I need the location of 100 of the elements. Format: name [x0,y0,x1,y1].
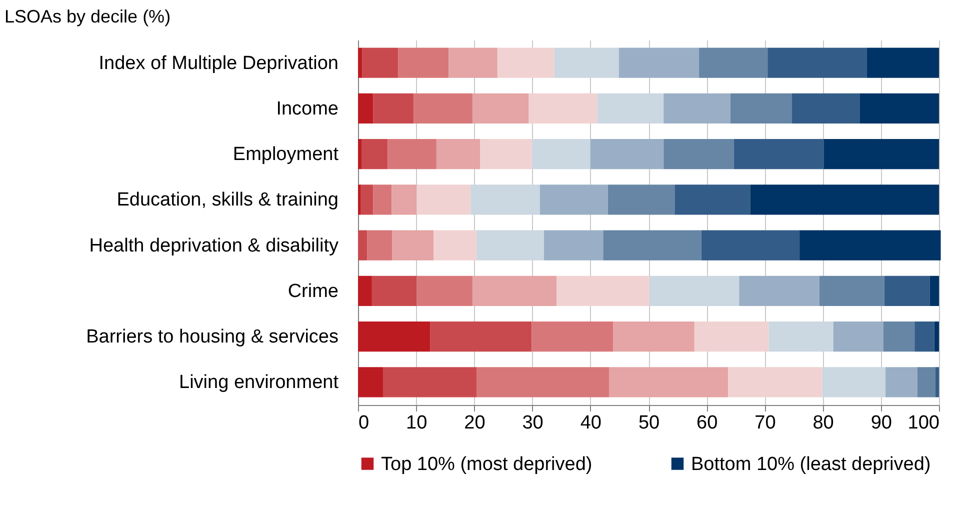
x-tick-label: 80 [812,412,834,434]
bar [367,230,392,260]
bar [472,93,529,124]
bar [800,230,941,260]
bar [674,184,750,215]
y-axis-title: LSOAs by decile (%) [4,6,171,26]
x-tick-label: 0 [358,412,370,434]
bar [358,48,362,78]
x-tick-label: 30 [522,412,544,434]
bar [730,93,792,124]
bar [544,230,604,260]
bar [618,48,700,78]
bar [436,139,480,170]
y-tick-label: Barriers to housing & services [86,326,338,348]
bar [470,184,540,215]
bar [694,322,769,352]
bar [434,230,477,260]
bar [388,139,436,170]
x-tick-label: 90 [870,412,892,434]
bar [398,48,449,78]
bar [416,276,472,306]
bar [613,322,694,352]
y-tick-label: Crime [288,280,338,302]
bar [528,93,598,124]
bar [476,367,609,398]
bar [701,230,800,260]
bar [768,48,867,78]
bar [884,276,930,306]
bar [476,230,544,260]
bar [597,93,664,124]
bar [664,139,734,170]
bar [608,184,675,215]
bar [936,367,939,398]
bar [590,139,664,170]
bar [532,322,614,352]
x-tick-label: 10 [406,412,428,434]
bar [361,139,388,170]
bar [358,367,383,398]
y-tick-label: Index of Multiple Deprivation [98,52,338,74]
bar [728,367,822,398]
bar [358,322,430,352]
bar [392,184,417,215]
bar [930,276,939,306]
bar [430,322,532,352]
bar [886,367,918,398]
bar [414,93,472,124]
y-tick-label: Health deprivation & disability [89,235,339,256]
legend-label: Top 10% (most deprived) [381,454,592,475]
bar [382,367,477,398]
y-tick-label: Employment [232,144,340,166]
bar [768,322,834,352]
x-tick-label: 20 [464,412,486,434]
x-tick-label: 50 [638,412,660,434]
bar [358,139,362,170]
y-tick-label: Income [276,98,338,120]
bar [358,230,368,260]
bar [608,367,728,398]
bar [833,322,884,352]
bar [448,48,498,78]
bar [650,276,740,306]
bar [358,93,374,124]
bar [918,367,936,398]
bar [824,139,939,170]
bar [372,276,417,306]
bar [819,276,884,306]
x-tick-label: 40 [580,412,602,434]
bar [860,93,939,124]
bar [664,93,730,124]
x-tick-label: 100 [908,412,940,434]
bar [532,139,590,170]
bar [554,48,619,78]
bar [556,276,650,306]
bar [392,230,434,260]
bar [934,322,939,352]
bar [358,184,361,215]
bar [480,139,532,170]
y-tick-label: Education, skills & training [116,190,338,211]
bar [792,93,860,124]
bar [373,184,392,215]
x-tick-label: 60 [696,412,718,434]
bar [472,276,557,306]
bar [373,93,414,124]
y-tick-label: Living environment [179,372,340,394]
bar [416,184,471,215]
bar [734,139,824,170]
bar [739,276,820,306]
x-tick-label: 70 [754,412,776,434]
bar [603,230,702,260]
legend-label: Bottom 10% (least deprived) [691,454,931,475]
bar [358,276,372,306]
bar [914,322,934,352]
bar [866,48,939,78]
bar [540,184,608,215]
bar [360,184,374,215]
bar [699,48,768,78]
bar [497,48,554,78]
bar [822,367,886,398]
bar [750,184,939,215]
bar [362,48,398,78]
bar [883,322,915,352]
